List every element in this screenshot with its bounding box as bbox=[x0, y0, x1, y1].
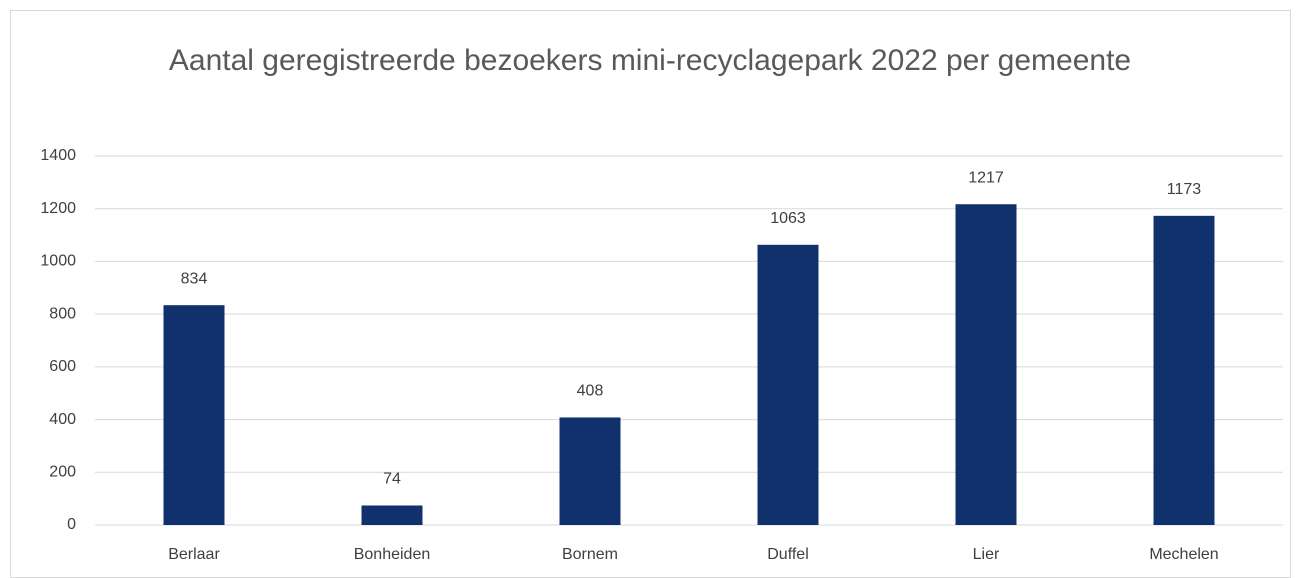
bar bbox=[757, 244, 819, 525]
data-label: 408 bbox=[577, 383, 604, 400]
y-tick-label: 1400 bbox=[40, 147, 76, 164]
bar bbox=[1153, 215, 1215, 525]
bar bbox=[163, 305, 225, 525]
bar bbox=[361, 505, 423, 525]
bar bbox=[559, 417, 621, 525]
y-tick-label: 600 bbox=[49, 358, 76, 375]
data-label: 1173 bbox=[1167, 181, 1202, 198]
y-tick-label: 1000 bbox=[40, 253, 76, 270]
y-tick-label: 0 bbox=[67, 516, 76, 533]
y-tick-label: 1200 bbox=[40, 200, 76, 217]
chart-title: Aantal geregistreerde bezoekers mini-rec… bbox=[168, 44, 1132, 77]
x-tick-label: Bonheiden bbox=[354, 546, 431, 563]
x-tick-label: Duffel bbox=[767, 546, 809, 563]
x-tick-label: Berlaar bbox=[168, 546, 220, 563]
y-tick-label: 800 bbox=[49, 305, 76, 322]
data-label: 74 bbox=[383, 471, 401, 488]
data-label: 1063 bbox=[770, 210, 806, 227]
data-label: 834 bbox=[181, 270, 208, 287]
bar bbox=[955, 204, 1017, 525]
x-tick-label: Bornem bbox=[562, 546, 618, 563]
data-label: 1217 bbox=[968, 169, 1004, 186]
y-tick-label: 400 bbox=[49, 411, 76, 428]
x-tick-label: Lier bbox=[973, 546, 1000, 563]
y-tick-label: 200 bbox=[49, 464, 76, 481]
x-tick-label: Mechelen bbox=[1149, 546, 1218, 563]
